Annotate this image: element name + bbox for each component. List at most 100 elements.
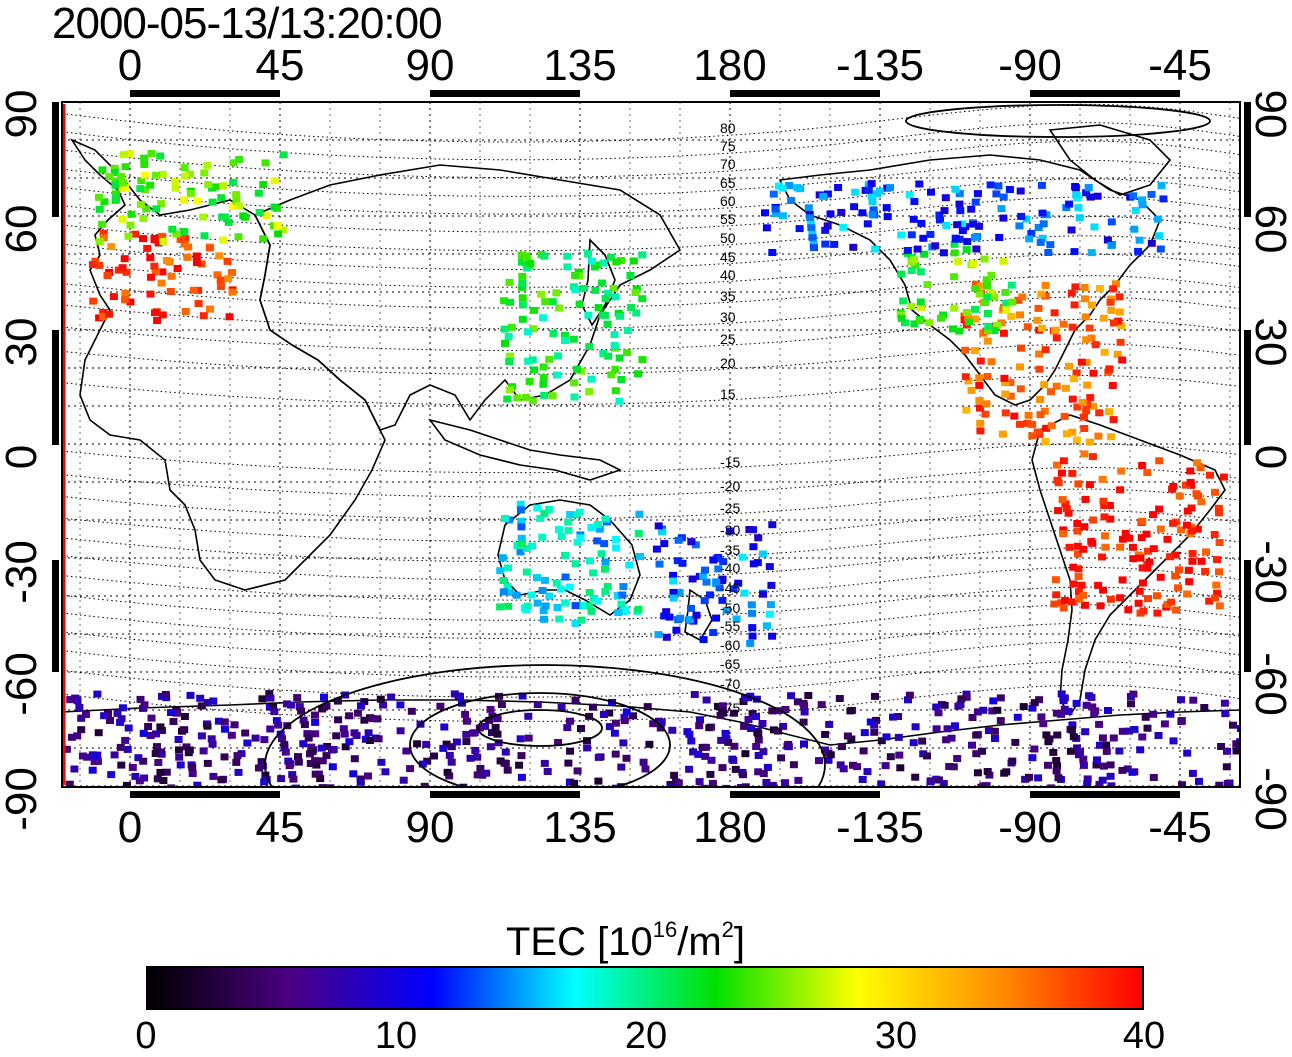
tec-cell — [407, 707, 416, 715]
tec-cell — [763, 763, 772, 771]
tec-cell — [1130, 225, 1139, 233]
tec-cell — [1036, 238, 1045, 246]
tec-cell — [571, 696, 580, 704]
tec-cell — [765, 563, 774, 571]
tec-cell — [1037, 181, 1046, 189]
tec-cell — [1167, 598, 1176, 606]
bottom-axis-tick-label: -135 — [835, 803, 925, 852]
tec-cell — [587, 375, 596, 383]
tec-cell — [1149, 545, 1158, 553]
tec-cell — [649, 720, 658, 728]
tec-cell — [1074, 573, 1083, 580]
tec-cell — [98, 166, 107, 174]
tec-cell — [203, 759, 212, 767]
left-axis-tick-label: 60 — [0, 204, 46, 254]
tec-cell — [180, 164, 189, 172]
tec-cell — [1083, 775, 1092, 783]
tec-cell — [752, 743, 761, 750]
tec-cell — [945, 763, 954, 770]
tec-cell — [486, 743, 495, 751]
tec-cell — [593, 521, 602, 529]
tec-cell — [668, 726, 677, 734]
tec-cell — [549, 330, 558, 338]
tec-cell — [280, 740, 289, 748]
tec-cell — [207, 735, 216, 743]
tec-cell — [984, 327, 993, 335]
tec-cell — [1018, 293, 1027, 301]
tec-cell — [1051, 576, 1060, 584]
tec-cell — [1215, 781, 1224, 787]
tec-cell — [167, 784, 176, 787]
tec-cell — [328, 763, 337, 771]
tec-cell — [804, 204, 813, 212]
tec-cell — [381, 768, 390, 776]
tec-cell — [1027, 229, 1036, 237]
tec-cell — [540, 252, 549, 260]
tec-cell — [804, 692, 813, 699]
tec-cell — [1186, 478, 1195, 486]
tec-cell — [494, 739, 503, 747]
tec-cell — [623, 348, 632, 356]
tec-cell — [513, 542, 522, 549]
tec-cell — [555, 304, 564, 312]
tec-cell — [606, 253, 615, 261]
tec-cell — [154, 759, 163, 766]
tec-cell — [318, 705, 327, 713]
tec-cell — [571, 619, 580, 627]
tec-cell — [506, 352, 514, 360]
tec-cell — [316, 775, 325, 783]
tec-cell — [217, 194, 226, 202]
tec-cell — [518, 283, 527, 291]
tec-cell — [931, 242, 940, 250]
tec-cell — [1082, 407, 1091, 415]
tec-cell — [503, 395, 512, 403]
maglat-label: -30 — [720, 522, 740, 538]
tec-cell — [1083, 780, 1092, 787]
tec-cell — [254, 189, 263, 197]
tec-cell — [1044, 738, 1053, 746]
tec-cell — [768, 521, 777, 529]
tec-cell — [1079, 761, 1088, 769]
tec-cell — [387, 693, 396, 701]
tec-cell — [112, 194, 121, 202]
tec-cell — [976, 419, 985, 427]
tec-cell — [312, 761, 321, 769]
tec-cell — [1057, 690, 1066, 698]
tec-cell — [352, 732, 361, 739]
tec-cell — [180, 227, 189, 235]
tec-cell — [265, 690, 274, 698]
tec-cell — [787, 197, 796, 204]
tec-cell — [1160, 720, 1169, 728]
tec-cell — [990, 293, 999, 301]
tec-cell — [1100, 348, 1109, 356]
tec-cell — [548, 392, 557, 400]
tec-cell — [65, 780, 74, 787]
tec-cell — [745, 526, 754, 533]
tec-cell — [1052, 757, 1061, 764]
tec-cell — [1106, 515, 1115, 523]
tec-cell — [119, 179, 127, 187]
tec-cell — [611, 750, 620, 758]
tec-cell — [999, 257, 1008, 265]
tec-cell — [200, 169, 209, 177]
tec-cell — [721, 729, 730, 737]
tec-cell — [796, 185, 805, 193]
tec-cell — [186, 691, 195, 699]
tec-cell — [1047, 422, 1056, 430]
map-border — [61, 101, 1241, 788]
tec-cell — [645, 740, 654, 748]
tec-cell — [1008, 298, 1017, 306]
tec-cell — [1035, 696, 1044, 704]
tec-cell — [1069, 733, 1078, 741]
tec-cell — [1016, 385, 1025, 393]
top-axis-tick-label: 90 — [405, 41, 455, 90]
tec-cell — [619, 583, 628, 591]
tec-cell — [151, 309, 159, 317]
tec-cell — [927, 188, 935, 196]
tec-cell — [935, 211, 944, 219]
tec-cell — [730, 742, 739, 750]
tec-cell — [413, 740, 422, 748]
tec-cell — [1143, 724, 1152, 732]
tec-cell — [1086, 193, 1095, 201]
tec-cell — [864, 186, 873, 194]
